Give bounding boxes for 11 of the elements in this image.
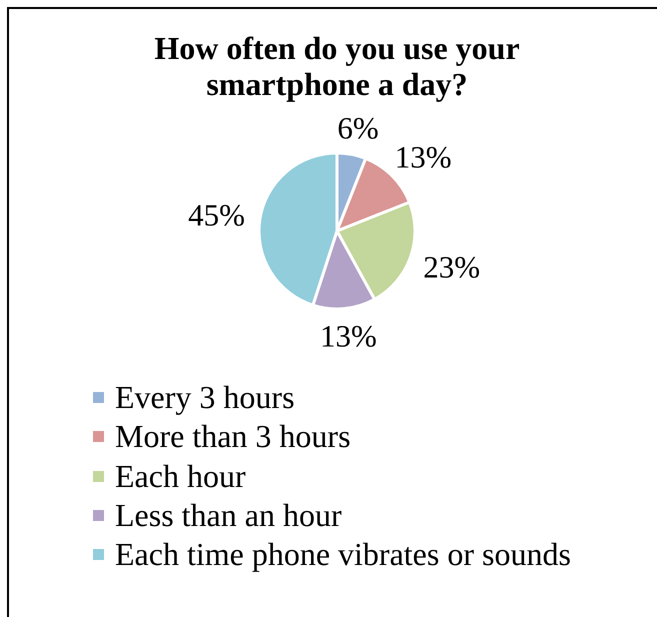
legend-label: Every 3 hours — [115, 378, 295, 418]
data-label: 13% — [394, 140, 452, 175]
legend-label: More than 3 hours — [115, 417, 351, 456]
data-label: 45% — [188, 197, 246, 232]
legend-label: Less than an hour — [115, 496, 342, 536]
data-label: 13% — [320, 318, 377, 354]
legend-label: Each time phone vibrates or sounds — [115, 535, 571, 574]
data-label: 6% — [337, 110, 379, 146]
chart-title: How often do you use your smartphone a day? — [153, 30, 521, 102]
data-label: 23% — [423, 249, 480, 284]
legend-label: Each hour — [115, 456, 246, 496]
